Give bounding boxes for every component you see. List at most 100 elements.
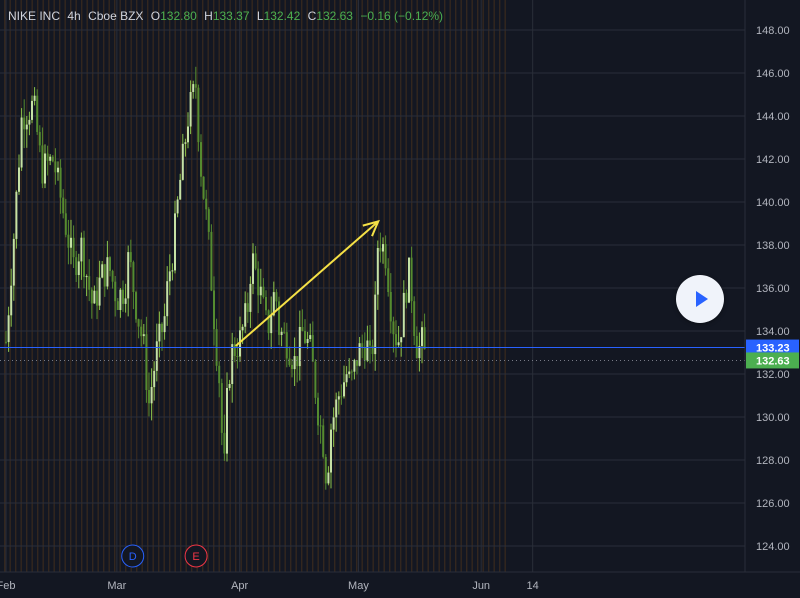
candle-body	[106, 257, 109, 287]
price-axis[interactable]: 148.00 146.00 144.00 142.00 140.00 138.00 136.…	[744, 0, 790, 572]
candle-body	[119, 289, 122, 310]
session-stripe	[317, 0, 319, 572]
candle-body	[262, 286, 265, 297]
session-stripe	[350, 0, 352, 572]
session-stripe	[119, 0, 121, 572]
session-stripe	[15, 0, 17, 572]
candle-body	[166, 281, 169, 317]
trend-arrow[interactable]	[235, 219, 380, 347]
candle-body	[405, 292, 408, 303]
candle-body	[31, 100, 33, 120]
candle-body	[358, 343, 361, 366]
candle-body	[285, 332, 288, 359]
session-stripe	[444, 0, 446, 572]
play-button[interactable]	[676, 275, 724, 323]
candle-body	[283, 331, 286, 333]
candle-body	[142, 334, 145, 337]
candle-body	[23, 117, 26, 130]
candle-body	[111, 270, 114, 282]
session-stripe	[240, 0, 242, 572]
session-stripe	[196, 0, 198, 572]
candle-body	[246, 303, 249, 312]
session-stripe	[328, 0, 330, 572]
price-tick-label: 128.00	[756, 455, 790, 467]
interval[interactable]: 4h	[67, 9, 81, 23]
session-stripe	[31, 0, 33, 572]
candle-body	[304, 331, 306, 343]
candle-body	[44, 153, 46, 184]
session-stripe	[400, 0, 402, 572]
time-axis[interactable]: Feb Mar Apr May Jun 14	[0, 571, 800, 592]
session-stripe	[383, 0, 385, 572]
candle-body	[226, 388, 228, 454]
session-stripe	[174, 0, 176, 572]
price-tag-label: 133.23	[756, 343, 790, 355]
candle-body	[223, 432, 226, 454]
chart-grid	[0, 0, 745, 572]
session-stripe	[37, 0, 39, 572]
trend-arrow-head[interactable]	[362, 219, 380, 237]
candle-body	[332, 417, 335, 430]
candle-body	[356, 360, 358, 366]
trend-arrow-line[interactable]	[235, 220, 379, 347]
change-value: −0.16 (−0.12%)	[360, 9, 444, 23]
candle-body	[70, 237, 72, 248]
candle-body	[109, 257, 111, 271]
candle-body	[397, 342, 400, 346]
session-stripe	[477, 0, 479, 572]
candle-body	[161, 323, 163, 333]
candle-body	[12, 238, 15, 286]
time-tick-label: 14	[527, 580, 539, 592]
symbol-name[interactable]: NIKE INC	[8, 9, 61, 23]
candle-body	[207, 209, 210, 232]
candle-body	[75, 257, 78, 275]
candle-body	[62, 197, 65, 214]
candle-body	[382, 244, 384, 252]
candle-body	[93, 290, 96, 304]
session-stripe	[427, 0, 429, 572]
candle-body	[413, 301, 416, 336]
candle-body	[324, 457, 327, 484]
session-stripe	[53, 0, 55, 572]
candle-body	[129, 252, 132, 263]
candle-body	[80, 237, 83, 262]
session-stripe	[64, 0, 66, 572]
event-marker[interactable]	[121, 544, 145, 568]
event-marker[interactable]	[184, 544, 208, 568]
candle-body	[33, 95, 36, 101]
candle-body	[124, 298, 127, 304]
candle-body	[72, 237, 75, 258]
price-tick-label: 138.00	[756, 240, 790, 252]
candle-body	[322, 425, 325, 457]
session-stripe	[471, 0, 473, 572]
candle-body	[163, 316, 166, 333]
candle-body	[218, 365, 221, 384]
session-stripe	[26, 0, 28, 572]
candle-body	[103, 264, 106, 287]
candle-body	[202, 176, 205, 199]
time-tick-label: May	[348, 580, 369, 592]
symbol-legend: NIKE INC 4h Cboe BZX O132.80 H133.37 L13…	[8, 9, 447, 23]
candle-body	[340, 396, 343, 398]
session-stripe	[141, 0, 143, 572]
session-stripe	[246, 0, 248, 572]
candle-body	[18, 167, 20, 192]
candle-body	[353, 360, 356, 372]
candle-body	[184, 142, 187, 144]
session-stripe	[81, 0, 83, 572]
candle-body	[337, 396, 340, 400]
open-value: 132.80	[160, 9, 197, 23]
session-stripe	[405, 0, 407, 572]
candle-body	[192, 84, 195, 92]
session-stripe	[147, 0, 149, 572]
session-stripe	[372, 0, 374, 572]
session-stripe	[185, 0, 187, 572]
candle-body	[189, 92, 192, 127]
candle-body	[135, 292, 137, 320]
session-stripe	[334, 0, 336, 572]
session-stripe	[75, 0, 77, 572]
session-stripe	[499, 0, 501, 572]
candle-body	[49, 156, 52, 161]
session-stripe	[323, 0, 325, 572]
